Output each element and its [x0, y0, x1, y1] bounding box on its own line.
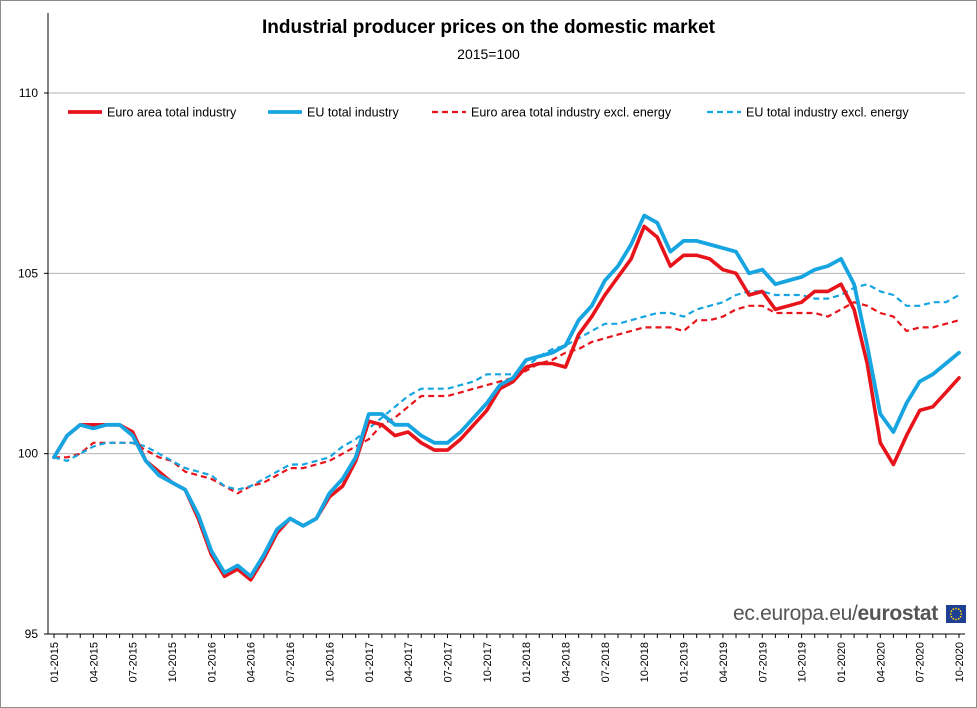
x-tick-label: 07-2015 — [128, 642, 140, 682]
chart-subtitle: 2015=100 — [457, 46, 520, 62]
y-tick-label: 110 — [19, 86, 38, 100]
x-tick-label: 04-2019 — [718, 642, 730, 682]
x-tick-label: 04-2017 — [403, 642, 415, 682]
x-tick-label: 01-2020 — [836, 642, 848, 682]
chart-title: Industrial producer prices on the domest… — [262, 17, 715, 38]
x-tick-label: 01-2019 — [679, 642, 691, 682]
branding-name: eurostat — [857, 602, 939, 625]
x-tick-label: 04-2015 — [88, 642, 100, 682]
eu-flag-icon — [946, 605, 966, 623]
x-tick-label: 04-2020 — [875, 642, 887, 682]
x-tick-label: 01-2016 — [206, 642, 218, 682]
legend-label-4: EU total industry excl. energy — [746, 106, 909, 120]
x-tick-label: 10-2016 — [324, 642, 336, 682]
x-tick-label: 10-2015 — [167, 642, 179, 682]
legend-label-3: Euro area total industry excl. energy — [471, 106, 672, 120]
x-tick-label: 01-2015 — [49, 642, 61, 682]
x-tick-label: 10-2017 — [482, 642, 494, 682]
branding-site: ec.europa.eu/ — [733, 602, 858, 625]
y-tick-label: 100 — [18, 447, 38, 461]
series-line-3 — [54, 301, 960, 495]
series-line-1 — [52, 224, 961, 582]
eurostat-branding[interactable]: ec.europa.eu/eurostat — [733, 602, 938, 626]
series-line-2 — [52, 213, 961, 579]
y-tick-label: 95 — [25, 627, 39, 641]
y-tick-label: 105 — [18, 266, 38, 280]
x-tick-label: 07-2016 — [285, 642, 297, 682]
x-tick-label: 01-2018 — [521, 642, 533, 682]
x-tick-label: 10-2020 — [954, 642, 966, 682]
x-tick-label: 01-2017 — [364, 642, 376, 682]
x-tick-label: 07-2019 — [757, 642, 769, 682]
x-tick-label: 10-2018 — [639, 642, 651, 682]
x-tick-label: 04-2018 — [561, 642, 573, 682]
legend-label-2: EU total industry — [307, 106, 399, 120]
x-tick-label: 07-2018 — [600, 642, 612, 682]
legend-label-1: Euro area total industry — [107, 106, 237, 120]
x-tick-label: 10-2019 — [797, 642, 809, 682]
x-tick-label: 07-2020 — [915, 642, 927, 682]
x-tick-label: 04-2016 — [246, 642, 258, 682]
x-tick-label: 07-2017 — [442, 642, 454, 682]
